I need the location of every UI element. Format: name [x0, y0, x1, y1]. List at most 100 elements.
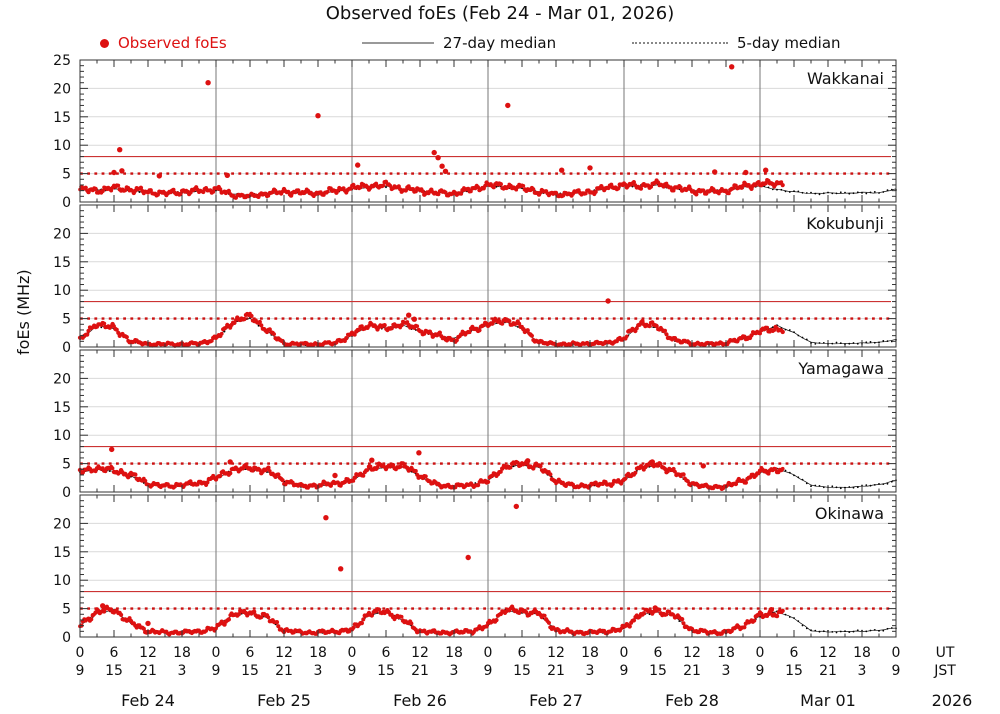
observed-outlier-point — [119, 168, 125, 174]
svg-text:15: 15 — [649, 663, 667, 679]
svg-text:9: 9 — [620, 663, 629, 679]
svg-text:10: 10 — [53, 138, 71, 154]
svg-text:0: 0 — [212, 645, 221, 661]
svg-text:21: 21 — [819, 663, 837, 679]
observed-outlier-point — [525, 458, 531, 464]
station-label-wakkanai: Wakkanai — [807, 69, 884, 88]
svg-text:5: 5 — [62, 312, 71, 328]
svg-text:12: 12 — [139, 645, 157, 661]
observed-outlier-point — [652, 605, 658, 611]
svg-text:5: 5 — [62, 602, 71, 618]
svg-text:0: 0 — [62, 630, 71, 646]
svg-text:3: 3 — [178, 663, 187, 679]
svg-text:0: 0 — [348, 645, 357, 661]
observed-outlier-point — [768, 607, 774, 613]
observed-outlier-point — [700, 463, 706, 469]
day-label: Mar 01 — [800, 691, 856, 710]
svg-text:0: 0 — [62, 340, 71, 356]
observed-outlier-point — [156, 173, 162, 179]
observed-outlier-point — [712, 169, 718, 175]
panel-yamagawa: 0 5 10 15 20 Yamagawa — [53, 349, 897, 501]
svg-text:3: 3 — [858, 663, 867, 679]
svg-text:15: 15 — [53, 110, 71, 126]
day-label: Feb 24 — [121, 691, 175, 710]
svg-text:10: 10 — [53, 573, 71, 589]
svg-text:21: 21 — [411, 663, 429, 679]
station-label-okinawa: Okinawa — [815, 504, 884, 523]
observed-outlier-point — [323, 515, 329, 521]
legend-27day-label: 27-day median — [443, 34, 557, 52]
legend: Observed foEs 27-day median 5-day median — [0, 32, 1000, 54]
observed-outlier-point — [465, 554, 471, 561]
svg-text:12: 12 — [547, 645, 565, 661]
svg-text:0: 0 — [892, 645, 901, 661]
svg-text:18: 18 — [309, 645, 327, 661]
observed-outlier-point — [117, 147, 123, 153]
observed-outlier-point — [587, 165, 593, 171]
svg-text:3: 3 — [722, 663, 731, 679]
observed-outlier-point — [439, 163, 445, 169]
svg-text:5: 5 — [62, 457, 71, 473]
svg-text:6: 6 — [382, 645, 391, 661]
chart-title: Observed foEs (Feb 24 - Mar 01, 2026) — [325, 3, 675, 24]
panel-kokubunji: 0 5 10 15 20 Kokubunji — [53, 204, 897, 356]
observed-outlier-point — [431, 149, 437, 156]
svg-text:20: 20 — [53, 226, 71, 242]
day-label: Feb 25 — [257, 691, 311, 710]
panel-wakkanai: 0 5 10 15 20 25 Wakkanai — [53, 53, 897, 211]
observed-outlier-point — [406, 312, 412, 318]
legend-item-27day-median: 27-day median — [362, 32, 556, 54]
observed-outlier-point — [369, 457, 375, 463]
svg-text:3: 3 — [586, 663, 595, 679]
observed-outlier-point — [109, 446, 115, 453]
observed-outlier-point — [442, 168, 449, 174]
day-label: Feb 28 — [665, 691, 719, 710]
observed-outlier-point — [763, 167, 769, 173]
observed-outlier-point — [505, 102, 511, 109]
day-label: Feb 26 — [393, 691, 447, 710]
svg-text:20: 20 — [53, 81, 71, 97]
svg-text:15: 15 — [53, 255, 71, 271]
svg-text:15: 15 — [53, 545, 71, 561]
observed-outlier-point — [559, 167, 565, 173]
svg-text:21: 21 — [547, 663, 565, 679]
svg-text:18: 18 — [717, 645, 735, 661]
svg-text:21: 21 — [139, 663, 157, 679]
observed-outlier-point — [338, 566, 344, 572]
svg-text:6: 6 — [110, 645, 119, 661]
observed-outlier-point — [729, 64, 735, 70]
svg-text:15: 15 — [785, 663, 803, 679]
svg-text:15: 15 — [513, 663, 531, 679]
solid-line-icon — [362, 42, 434, 44]
legend-item-observed: Observed foEs — [100, 32, 227, 54]
observed-outlier-point — [605, 298, 611, 304]
observed-outlier-point — [227, 459, 233, 465]
observed-outlier-point — [743, 169, 749, 176]
ut-axis-label: UT — [936, 645, 955, 661]
station-label-yamagawa: Yamagawa — [797, 359, 884, 378]
observed-outlier-point — [435, 155, 441, 161]
observed-dot-icon — [100, 38, 109, 48]
svg-text:9: 9 — [76, 663, 85, 679]
observed-outlier-point — [315, 113, 321, 119]
svg-text:12: 12 — [411, 645, 429, 661]
svg-text:10: 10 — [53, 283, 71, 299]
observed-outlier-point — [332, 472, 338, 479]
svg-text:18: 18 — [173, 645, 191, 661]
svg-text:6: 6 — [790, 645, 799, 661]
panel-okinawa: 0 5 10 15 20 Okinawa — [53, 494, 897, 646]
svg-text:6: 6 — [518, 645, 527, 661]
svg-text:5: 5 — [62, 167, 71, 183]
svg-text:9: 9 — [212, 663, 221, 679]
svg-text:12: 12 — [275, 645, 293, 661]
svg-text:20: 20 — [53, 516, 71, 532]
svg-text:9: 9 — [756, 663, 765, 679]
year-label: 2026 — [932, 691, 973, 710]
svg-text:10: 10 — [53, 428, 71, 444]
legend-5day-label: 5-day median — [737, 34, 841, 52]
svg-text:9: 9 — [348, 663, 357, 679]
jst-axis-label: JST — [933, 663, 956, 679]
observed-outlier-point — [355, 162, 361, 168]
